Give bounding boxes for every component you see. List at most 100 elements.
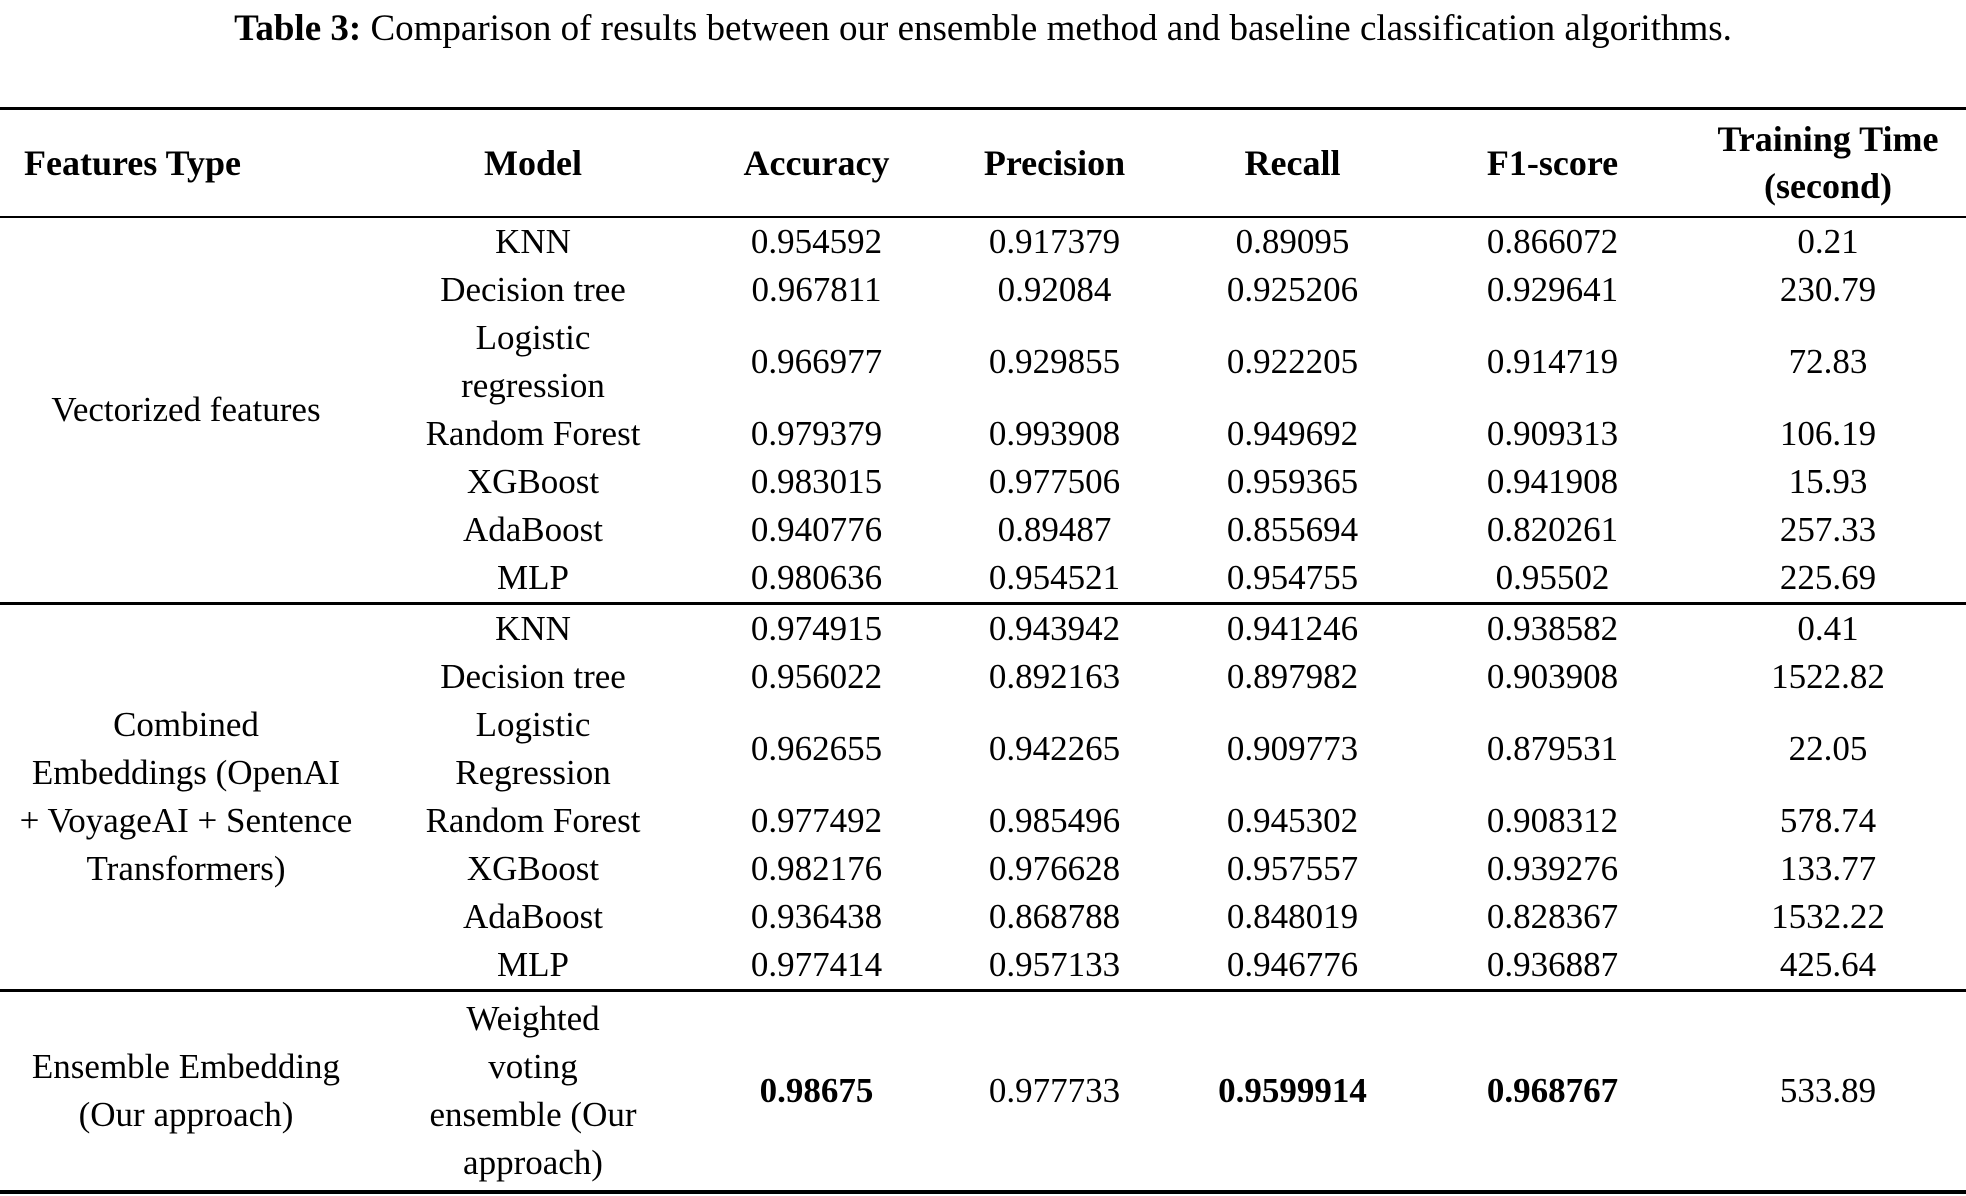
feature-group: Combined Embeddings (OpenAI + VoyageAI +… xyxy=(0,603,1966,991)
metric-cell: 0.855694 xyxy=(1226,510,1359,549)
metric-cell: 0.956022 xyxy=(750,657,883,696)
feature-type-cell: Combined Embeddings (OpenAI + VoyageAI +… xyxy=(19,705,353,888)
table-row: MLP 0.977414 0.957133 0.946776 0.936887 425.6… xyxy=(0,941,1966,991)
table-header: Features Type Model Accuracy Precision R… xyxy=(0,108,1966,218)
metric-cell: 0.983015 xyxy=(750,462,883,501)
metric-cell: 0.89487 xyxy=(997,510,1112,549)
model-cell: XGBoost xyxy=(466,462,600,501)
column-header-accuracy: Accuracy xyxy=(694,108,939,218)
metric-cell: 0.21 xyxy=(1797,222,1859,261)
metric-cell: 0.954755 xyxy=(1226,558,1359,597)
feature-type-cell: Ensemble Embedding (Our approach) xyxy=(31,1047,341,1134)
table-row: AdaBoost 0.936438 0.868788 0.848019 0.828367… xyxy=(0,893,1966,941)
table-row: Decision tree 0.967811 0.92084 0.925206 0.92… xyxy=(0,266,1966,314)
column-header-precision: Precision xyxy=(939,108,1170,218)
metric-cell: 0.959365 xyxy=(1226,462,1359,501)
model-cell: AdaBoost xyxy=(463,510,603,549)
feature-group: Vectorized features KNN 0.954592 0.917379 0.… xyxy=(0,217,1966,604)
metric-cell: 0.974915 xyxy=(750,609,883,648)
metric-cell: 0.828367 xyxy=(1486,897,1619,936)
model-cell: Logistic regression xyxy=(461,318,605,405)
metric-cell: 0.982176 xyxy=(750,849,883,888)
metric-cell: 0.866072 xyxy=(1486,222,1619,261)
metric-cell: 0.943942 xyxy=(988,609,1121,648)
metric-cell: 0.914719 xyxy=(1486,342,1619,381)
metric-cell: 0.957557 xyxy=(1226,849,1359,888)
metric-cell: 0.938582 xyxy=(1486,609,1619,648)
metric-cell: 0.954592 xyxy=(750,222,883,261)
feature-type-cell: Vectorized features xyxy=(51,390,321,429)
table-row: Random Forest 0.979379 0.993908 0.949692 0.9… xyxy=(0,410,1966,458)
metric-cell: 0.941908 xyxy=(1486,462,1619,501)
feature-group: Ensemble Embedding (Our approach) Weighte… xyxy=(0,990,1966,1193)
metric-cell: 1532.22 xyxy=(1771,897,1885,936)
metric-cell: 0.940776 xyxy=(750,510,883,549)
table-row: Ensemble Embedding (Our approach) Weighte… xyxy=(0,991,1966,1193)
metric-cell: 0.903908 xyxy=(1486,657,1619,696)
metric-cell: 0.980636 xyxy=(750,558,883,597)
metric-cell: 0.949692 xyxy=(1226,414,1359,453)
metric-cell: 0.92084 xyxy=(997,270,1112,309)
metric-cell: 533.89 xyxy=(1779,1071,1877,1110)
metric-cell: 578.74 xyxy=(1779,801,1877,840)
metric-cell: 0.892163 xyxy=(988,657,1121,696)
metric-cell: 0.820261 xyxy=(1486,510,1619,549)
metric-cell: 0.929641 xyxy=(1486,270,1619,309)
metric-cell: 0.979379 xyxy=(750,414,883,453)
metric-cell: 0.917379 xyxy=(988,222,1121,261)
metric-cell: 0.976628 xyxy=(988,849,1121,888)
column-header-f1-score: F1-score xyxy=(1415,108,1690,218)
table-row: XGBoost 0.983015 0.977506 0.959365 0.941908 1… xyxy=(0,458,1966,506)
table-row: Logistic Regression 0.962655 0.942265 0.909… xyxy=(0,701,1966,797)
model-cell: MLP xyxy=(497,558,569,597)
column-header-features-type: Features Type xyxy=(0,108,372,218)
metric-cell: 0.868788 xyxy=(988,897,1121,936)
table-row: Random Forest 0.977492 0.985496 0.945302 0.9… xyxy=(0,797,1966,845)
metric-cell: 0.977492 xyxy=(750,801,883,840)
metric-cell: 0.922205 xyxy=(1226,342,1359,381)
table-row: Logistic regression 0.966977 0.929855 0.922… xyxy=(0,314,1966,410)
metric-cell: 0.848019 xyxy=(1226,897,1359,936)
metric-cell: 0.879531 xyxy=(1486,729,1619,768)
table-row: XGBoost 0.982176 0.976628 0.957557 0.939276 1… xyxy=(0,845,1966,893)
metric-cell: 0.977414 xyxy=(750,945,883,984)
model-cell: Random Forest xyxy=(425,414,641,453)
metric-cell: 0.946776 xyxy=(1226,945,1359,984)
table-caption-number: Table 3: xyxy=(234,8,362,49)
column-header-model: Model xyxy=(372,108,694,218)
metric-cell: 0.897982 xyxy=(1226,657,1359,696)
table-row: Decision tree 0.956022 0.892163 0.897982 0.9… xyxy=(0,653,1966,701)
metric-cell: 0.966977 xyxy=(750,342,883,381)
model-cell: Weighted voting ensemble (Our approach) xyxy=(429,999,637,1182)
metric-cell: 425.64 xyxy=(1779,945,1877,984)
metric-cell: 0.925206 xyxy=(1226,270,1359,309)
metric-cell: 0.98675 xyxy=(759,1071,874,1110)
metric-cell: 257.33 xyxy=(1779,510,1877,549)
table-caption: Table 3: Comparison of results between o… xyxy=(0,0,1966,53)
results-table: Features Type Model Accuracy Precision R… xyxy=(0,107,1966,1194)
table-row: Combined Embeddings (OpenAI + VoyageAI +… xyxy=(0,604,1966,888)
table-row: AdaBoost 0.940776 0.89487 0.855694 0.820261 2… xyxy=(0,506,1966,554)
metric-cell: 0.968767 xyxy=(1486,1071,1619,1110)
header-row: Features Type Model Accuracy Precision R… xyxy=(0,108,1966,218)
metric-cell: 133.77 xyxy=(1779,849,1877,888)
metric-cell: 0.929855 xyxy=(988,342,1121,381)
metric-cell: 0.936438 xyxy=(750,897,883,936)
table-caption-text: Comparison of results between our ensemb… xyxy=(370,8,1732,49)
metric-cell: 0.941246 xyxy=(1226,609,1359,648)
metric-cell: 0.908312 xyxy=(1486,801,1619,840)
metric-cell: 0.9599914 xyxy=(1218,1071,1367,1110)
metric-cell: 1522.82 xyxy=(1771,657,1885,696)
metric-cell: 0.962655 xyxy=(750,729,883,768)
metric-cell: 0.909773 xyxy=(1226,729,1359,768)
metric-cell: 22.05 xyxy=(1788,729,1868,768)
metric-cell: 0.936887 xyxy=(1486,945,1619,984)
metric-cell: 0.909313 xyxy=(1486,414,1619,453)
table-row: Vectorized features KNN 0.954592 0.917379 0.… xyxy=(0,217,1966,429)
model-cell: Logistic Regression xyxy=(455,705,611,792)
column-header-training-time: Training Time (second) xyxy=(1690,108,1966,218)
model-cell: AdaBoost xyxy=(463,897,603,936)
model-cell: MLP xyxy=(497,945,569,984)
model-cell: Random Forest xyxy=(425,801,641,840)
model-cell: KNN xyxy=(495,222,571,261)
